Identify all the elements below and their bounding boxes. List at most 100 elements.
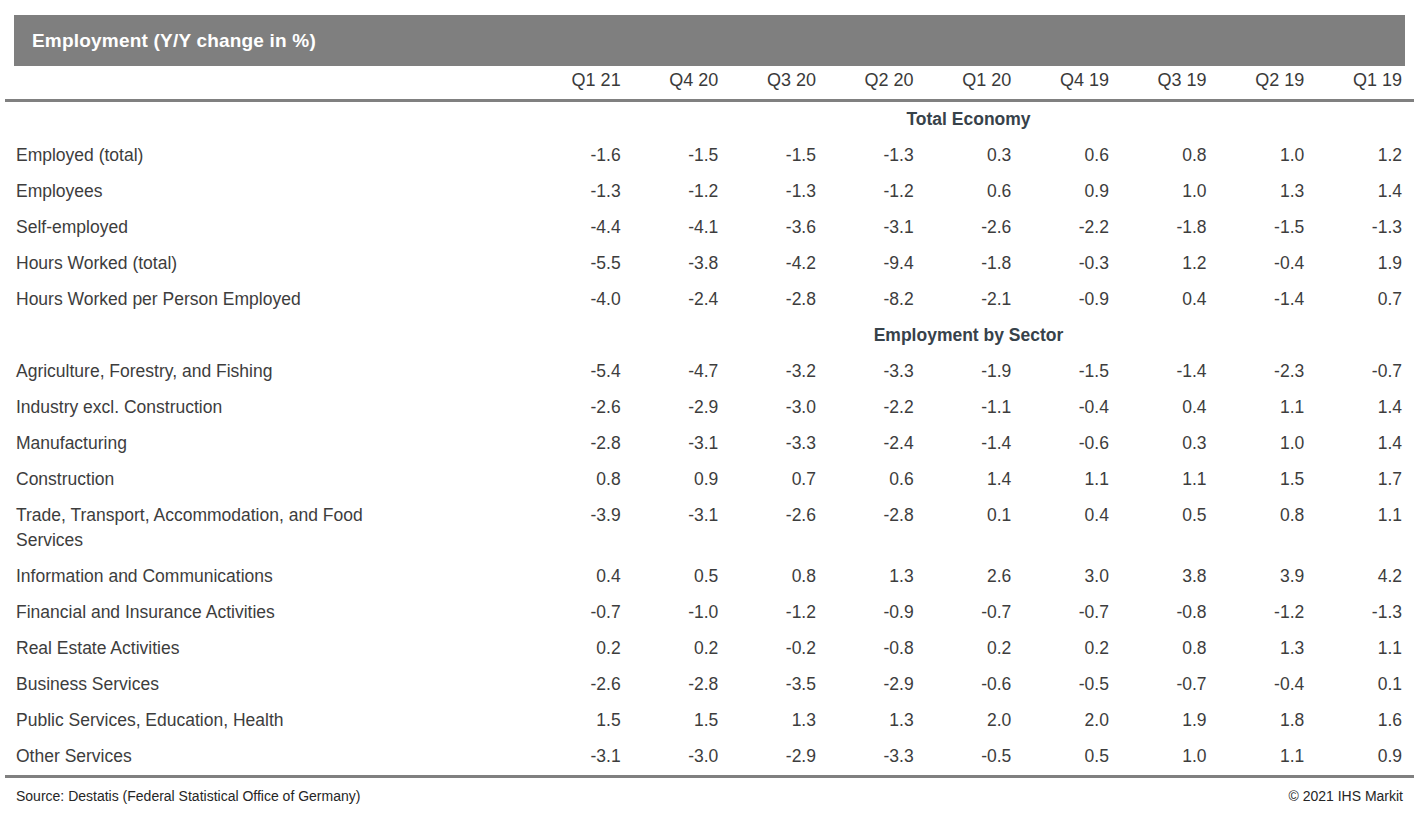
value-cell: -4.0 <box>535 282 633 318</box>
value-cell: -1.4 <box>1121 354 1219 390</box>
value-cell: 0.1 <box>926 498 1024 559</box>
value-cell: -3.6 <box>730 210 828 246</box>
value-cell: 1.3 <box>730 703 828 739</box>
value-cell: 3.0 <box>1023 559 1121 595</box>
value-cell: 0.2 <box>535 631 633 667</box>
value-cell: 0.1 <box>1316 667 1414 703</box>
value-cell: -1.2 <box>633 174 731 210</box>
table-row: Employees-1.3-1.2-1.3-1.20.60.91.01.31.4 <box>5 174 1414 210</box>
value-cell: 1.2 <box>1316 138 1414 174</box>
row-label-cell: Trade, Transport, Accommodation, and Foo… <box>5 498 535 559</box>
row-label-cell: Employees <box>5 174 535 210</box>
value-cell: 1.9 <box>1121 703 1219 739</box>
value-cell: 2.0 <box>1023 703 1121 739</box>
value-cell: -4.4 <box>535 210 633 246</box>
value-cell: 0.9 <box>1023 174 1121 210</box>
value-cell: -0.4 <box>1023 390 1121 426</box>
column-header: Q4 20 <box>633 66 731 101</box>
value-cell: 1.3 <box>828 703 926 739</box>
table-row: Other Services-3.1-3.0-2.9-3.3-0.50.51.0… <box>5 739 1414 777</box>
table-title: Employment (Y/Y change in %) <box>32 30 316 52</box>
value-cell: 0.2 <box>926 631 1024 667</box>
row-label: Business Services <box>16 672 159 697</box>
row-label: Real Estate Activities <box>16 636 179 661</box>
row-label: Financial and Insurance Activities <box>16 600 275 625</box>
value-cell: 0.6 <box>926 174 1024 210</box>
value-cell: 1.0 <box>1219 426 1317 462</box>
row-label: Construction <box>16 467 114 492</box>
value-cell: -1.2 <box>730 595 828 631</box>
value-cell: -1.9 <box>926 354 1024 390</box>
value-cell: 1.1 <box>1023 462 1121 498</box>
row-label-cell: Business Services <box>5 667 535 703</box>
column-header: Q1 21 <box>535 66 633 101</box>
value-cell: -3.0 <box>633 739 731 777</box>
value-cell: 2.6 <box>926 559 1024 595</box>
value-cell: -4.1 <box>633 210 731 246</box>
value-cell: 1.4 <box>926 462 1024 498</box>
value-cell: 1.0 <box>1219 138 1317 174</box>
value-cell: -3.3 <box>730 426 828 462</box>
value-cell: 1.9 <box>1316 246 1414 282</box>
value-cell: -1.3 <box>828 138 926 174</box>
value-cell: 1.1 <box>1121 462 1219 498</box>
value-cell: -2.6 <box>730 498 828 559</box>
value-cell: 1.1 <box>1219 390 1317 426</box>
value-cell: 1.3 <box>828 559 926 595</box>
value-cell: -0.7 <box>1316 354 1414 390</box>
value-cell: 3.9 <box>1219 559 1317 595</box>
value-cell: 1.0 <box>1121 739 1219 777</box>
row-label: Hours Worked per Person Employed <box>16 287 301 312</box>
value-cell: -0.2 <box>730 631 828 667</box>
employment-report-table: Employment (Y/Y change in %) Q1 21 Q4 20… <box>0 0 1419 813</box>
row-label-cell: Self-employed <box>5 210 535 246</box>
value-cell: 1.5 <box>633 703 731 739</box>
table-row: Information and Communications0.40.50.81… <box>5 559 1414 595</box>
value-cell: 1.4 <box>1316 174 1414 210</box>
row-label-cell: Construction <box>5 462 535 498</box>
value-cell: 0.8 <box>535 462 633 498</box>
value-cell: -0.7 <box>1023 595 1121 631</box>
value-cell: -2.2 <box>828 390 926 426</box>
value-cell: 1.1 <box>1219 739 1317 777</box>
value-cell: 0.3 <box>926 138 1024 174</box>
value-cell: -9.4 <box>828 246 926 282</box>
value-cell: -2.6 <box>535 667 633 703</box>
value-cell: -3.0 <box>730 390 828 426</box>
row-label: Hours Worked (total) <box>16 251 177 276</box>
value-cell: -3.1 <box>633 426 731 462</box>
value-cell: 1.6 <box>1316 703 1414 739</box>
value-cell: -0.5 <box>1023 667 1121 703</box>
value-cell: -0.8 <box>828 631 926 667</box>
row-label: Manufacturing <box>16 431 127 456</box>
column-header: Q4 19 <box>1023 66 1121 101</box>
value-cell: 0.5 <box>1023 739 1121 777</box>
value-cell: 0.4 <box>535 559 633 595</box>
label-column-header <box>5 66 535 101</box>
value-cell: -5.4 <box>535 354 633 390</box>
value-cell: 0.2 <box>633 631 731 667</box>
row-label: Agriculture, Forestry, and Fishing <box>16 359 272 384</box>
value-cell: -3.1 <box>828 210 926 246</box>
table-row: Construction0.80.90.70.61.41.11.11.51.7 <box>5 462 1414 498</box>
value-cell: -3.3 <box>828 354 926 390</box>
value-cell: -0.4 <box>1219 667 1317 703</box>
value-cell: 1.3 <box>1219 631 1317 667</box>
row-label-cell: Manufacturing <box>5 426 535 462</box>
value-cell: -4.2 <box>730 246 828 282</box>
value-cell: 0.8 <box>730 559 828 595</box>
value-cell: -2.9 <box>828 667 926 703</box>
row-label: Self-employed <box>16 215 128 240</box>
value-cell: -0.9 <box>828 595 926 631</box>
value-cell: -2.8 <box>633 667 731 703</box>
column-header-row: Q1 21 Q4 20 Q3 20 Q2 20 Q1 20 Q4 19 Q3 1… <box>5 66 1414 101</box>
row-label-cell: Other Services <box>5 739 535 777</box>
column-header: Q2 20 <box>828 66 926 101</box>
row-label: Employees <box>16 179 103 204</box>
value-cell: -2.9 <box>730 739 828 777</box>
value-cell: 0.4 <box>1121 282 1219 318</box>
row-label-cell: Information and Communications <box>5 559 535 595</box>
value-cell: -3.8 <box>633 246 731 282</box>
row-label-cell: Public Services, Education, Health <box>5 703 535 739</box>
value-cell: -0.4 <box>1219 246 1317 282</box>
